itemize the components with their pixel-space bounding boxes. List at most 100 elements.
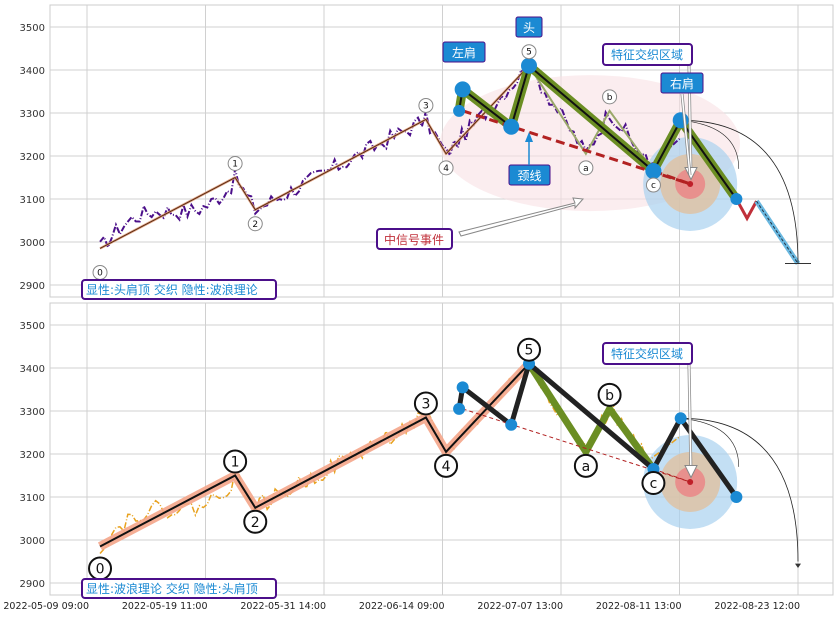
legend-text: 显性:波浪理论 交织 隐性:头肩顶 (86, 581, 258, 596)
signal-event-label: 中信号事件 (384, 232, 444, 247)
wave-line (99, 65, 530, 249)
x-tick-label: 2022-05-19 11:00 (122, 601, 208, 612)
zone-arrow-shaft-inner (688, 364, 692, 476)
wave-label-a: a (582, 459, 591, 475)
neckline-label: 颈线 (517, 169, 541, 183)
x-tick-label: 2022-08-23 12:00 (714, 601, 800, 612)
x-tick-label: 2022-05-31 14:00 (240, 601, 326, 612)
head-label: 头 (523, 21, 535, 35)
wave-label-circle (434, 453, 459, 478)
wave-label-circle (645, 177, 661, 193)
pattern-point-marker (674, 412, 687, 425)
legend-box (81, 578, 277, 599)
pattern-point-marker (456, 381, 469, 394)
y-tick-label: 3100 (20, 493, 45, 504)
wave-label-circle (413, 391, 438, 416)
wave-label-circle (517, 337, 542, 362)
x-tick-label: 2022-05-09 09:00 (3, 601, 89, 612)
wave-label-circle (578, 160, 594, 176)
y-tick-label: 2900 (20, 579, 45, 590)
wave-label-0: 0 (97, 268, 103, 278)
y-tick-label: 3400 (20, 66, 45, 77)
wave-line (99, 363, 530, 548)
pattern-point-marker (730, 193, 743, 205)
wave-label-4: 4 (443, 164, 449, 174)
right-shoulder-label-box (660, 72, 704, 94)
projection-arc (680, 417, 799, 562)
wave-label-circle (641, 471, 666, 496)
wave-label-c: c (651, 181, 656, 191)
y-tick-label: 3100 (20, 195, 45, 206)
y-tick-label: 3500 (20, 23, 45, 34)
zone-label: 特征交织区域 (611, 346, 683, 361)
wave-label-c: c (650, 476, 658, 492)
wave-label-3: 3 (421, 396, 430, 412)
abc-wave-line (526, 361, 657, 472)
neckline-arrow-head (525, 132, 533, 142)
zone-label-box (602, 43, 693, 66)
zone-label-box (602, 342, 693, 365)
pattern-point-marker (730, 491, 743, 503)
signal-event-arrow (458, 197, 585, 237)
wave-label-circle (602, 89, 618, 105)
pattern-point-marker (521, 57, 538, 74)
wave-label-b: b (605, 388, 614, 404)
wave-label-circle (227, 156, 243, 171)
legend-box (81, 279, 277, 300)
head-label-box (515, 16, 543, 38)
left-shoulder-label-box (442, 41, 486, 63)
wave-label-5: 5 (526, 48, 532, 58)
y-tick-label: 3000 (20, 238, 45, 249)
pattern-point-marker (453, 104, 466, 117)
legend-text: 显性:头肩顶 交织 隐性:波浪理论 (86, 282, 258, 297)
pattern-point-marker (505, 418, 518, 431)
projection-arc-arrowhead (795, 563, 801, 568)
projection-arc (680, 119, 799, 264)
zone-arrow-head (684, 465, 698, 479)
x-tick-label: 2022-08-11 13:00 (596, 601, 682, 612)
abc-wave-line (528, 65, 655, 172)
wave-label-circle (223, 449, 248, 474)
panel-bottom: 2900 3000 3100 3200 3300 3400 3500 0 1 2 3 4 5 a b c 特征交… (20, 302, 834, 599)
wave-label-1: 1 (232, 160, 238, 170)
x-tick-label: 2022-06-14 09:00 (359, 601, 445, 612)
wave-label-0: 0 (96, 561, 105, 577)
wave-label-2: 2 (252, 220, 258, 230)
y-tick-label: 3300 (20, 109, 45, 120)
y-tick-label: 3000 (20, 536, 45, 547)
wave-label-circle (573, 453, 598, 478)
wave-label-circle (521, 44, 537, 60)
y-tick-label: 3200 (20, 152, 45, 163)
y-tick-label: 2900 (20, 281, 45, 292)
signal-event-box (376, 228, 453, 250)
y-tick-label: 3500 (20, 321, 45, 332)
right-shoulder-label: 右肩 (670, 76, 694, 91)
wave-label-circle (438, 160, 454, 176)
wave-label-circle (597, 382, 622, 407)
wave-label-b: b (607, 93, 613, 103)
pattern-point-marker (453, 402, 466, 415)
wave-label-3: 3 (423, 101, 429, 111)
wave-label-1: 1 (231, 455, 240, 471)
projection-arc-inner (680, 120, 740, 169)
wave-label-2: 2 (251, 515, 260, 531)
left-shoulder-label: 左肩 (452, 45, 476, 60)
pattern-point-marker (454, 81, 471, 98)
wave-label-4: 4 (442, 459, 451, 475)
panel-top: 2900 3000 3100 3200 3300 3400 3500 0 1 2 3 4 5 a b c 特征交… (20, 4, 834, 300)
y-tick-label: 3200 (20, 450, 45, 461)
x-tick-label: 2022-07-07 13:00 (477, 601, 563, 612)
wave-label-circle (247, 216, 263, 232)
projection-line-dash (756, 200, 799, 264)
projection-line-red (735, 198, 758, 222)
y-tick-label: 3400 (20, 364, 45, 375)
wave-label-5: 5 (525, 343, 534, 359)
y-tick-label: 3300 (20, 407, 45, 418)
wave-label-circle (243, 509, 268, 534)
zone-label: 特征交织区域 (611, 47, 683, 62)
wave-label-circle (418, 97, 434, 113)
wave-label-a: a (583, 164, 589, 174)
pattern-point-marker (645, 163, 662, 180)
